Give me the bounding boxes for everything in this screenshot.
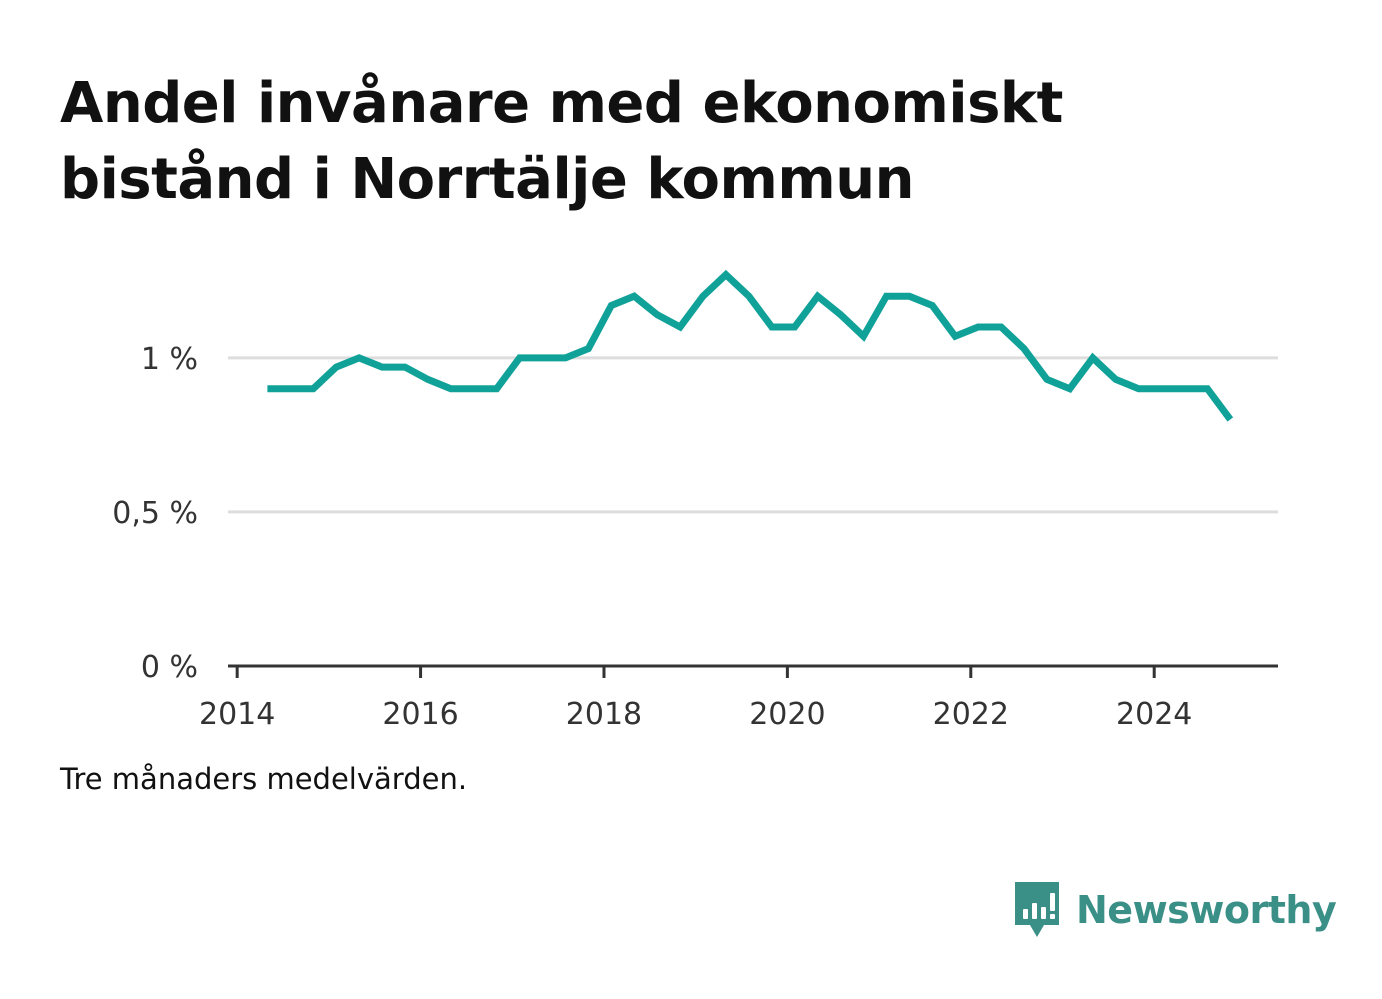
- data-point: [998, 324, 1004, 330]
- data-point: [1227, 417, 1233, 423]
- data-point: [1067, 386, 1073, 392]
- chart-title: Andel invånare med ekonomiskt bistånd i …: [60, 71, 1063, 212]
- series-line: [267, 269, 1234, 422]
- x-tick-label: 2022: [933, 697, 1009, 732]
- data-point: [402, 364, 408, 370]
- footnote: Tre månaders medelvärden.: [60, 762, 468, 796]
- x-tick-label: 2014: [199, 697, 275, 732]
- data-point: [1090, 355, 1096, 361]
- y-tick-label: 0 %: [141, 650, 198, 685]
- y-tick-label: 1 %: [141, 342, 198, 377]
- data-point: [310, 386, 316, 392]
- data-point: [746, 293, 752, 299]
- data-point: [1136, 386, 1142, 392]
- data-point: [494, 386, 500, 392]
- x-axis: [228, 664, 1278, 678]
- data-point: [700, 293, 706, 299]
- data-point: [333, 364, 339, 370]
- data-point: [1044, 376, 1050, 382]
- brand-name: Newsworthy: [1076, 888, 1337, 932]
- data-point: [608, 303, 614, 309]
- data-point: [1113, 376, 1119, 382]
- data-point: [448, 386, 454, 392]
- data-point: [1021, 346, 1027, 352]
- data-point: [517, 355, 523, 361]
- data-point: [769, 324, 775, 330]
- data-point: [929, 303, 935, 309]
- data-point: [1182, 386, 1188, 392]
- brand-logo: Newsworthy: [1012, 878, 1337, 942]
- newsworthy-logo-icon: [1015, 882, 1059, 937]
- data-point: [1204, 386, 1210, 392]
- data-point: [264, 386, 270, 392]
- data-point: [287, 386, 293, 392]
- data-point: [883, 293, 889, 299]
- x-tick-label: 2016: [382, 697, 458, 732]
- grid-lines: [228, 356, 1278, 514]
- data-point: [677, 324, 683, 330]
- data-point: [471, 386, 477, 392]
- series-layer: [264, 269, 1234, 423]
- data-point: [631, 293, 637, 299]
- data-point: [792, 324, 798, 330]
- data-point: [815, 293, 821, 299]
- data-point: [952, 333, 958, 339]
- y-tick-label: 0,5 %: [112, 496, 198, 531]
- data-point: [379, 364, 385, 370]
- data-point: [356, 355, 362, 361]
- x-axis-labels: 2014 2016 2018 2020 2022 2024: [199, 697, 1192, 732]
- data-point: [540, 355, 546, 361]
- data-point: [838, 312, 844, 318]
- data-point: [723, 272, 729, 278]
- x-tick-label: 2018: [566, 697, 642, 732]
- data-point: [1159, 386, 1165, 392]
- data-point: [975, 324, 981, 330]
- x-tick-label: 2024: [1116, 697, 1192, 732]
- data-point: [861, 333, 867, 339]
- y-axis-labels: 0 % 0,5 % 1 %: [112, 342, 198, 685]
- x-tick-label: 2020: [749, 697, 825, 732]
- data-point: [585, 346, 591, 352]
- data-point: [906, 293, 912, 299]
- data-point: [654, 312, 660, 318]
- data-point: [563, 355, 569, 361]
- data-point: [425, 376, 431, 382]
